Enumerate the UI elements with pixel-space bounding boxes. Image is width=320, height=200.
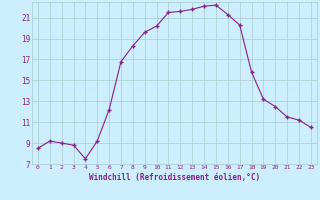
X-axis label: Windchill (Refroidissement éolien,°C): Windchill (Refroidissement éolien,°C) (89, 173, 260, 182)
